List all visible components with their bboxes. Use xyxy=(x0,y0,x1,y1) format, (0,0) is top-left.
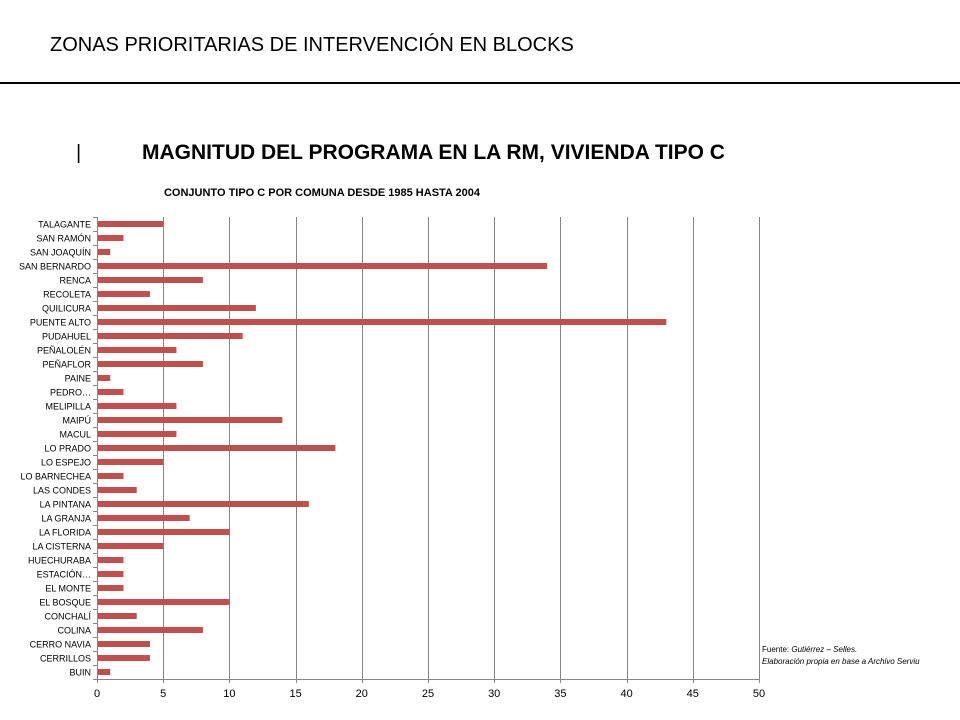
category-label: LA CISTERNA xyxy=(32,542,91,552)
x-tick-label: 30 xyxy=(488,688,500,700)
category-label: EL BOSQUE xyxy=(39,598,91,608)
chart-title: CONJUNTO TIPO C POR COMUNA DESDE 1985 HA… xyxy=(164,187,481,199)
bar xyxy=(97,613,137,619)
bar xyxy=(97,585,124,591)
bar xyxy=(97,235,124,241)
category-labels: TALAGANTE SAN RAMÓN SAN JOAQUÍN SAN BERNARD… xyxy=(19,220,92,678)
page-title: ZONAS PRIORITARIAS DE INTERVENCIÓN EN BL… xyxy=(50,34,574,56)
category-label: PEÑALOLÉN xyxy=(37,346,91,356)
x-tick-label: 45 xyxy=(687,688,699,700)
bar xyxy=(97,417,283,423)
category-label: HUECHURABA xyxy=(28,556,91,566)
x-tick-label: 15 xyxy=(289,688,301,700)
x-tick-label: 25 xyxy=(422,688,434,700)
category-label: PAINE xyxy=(65,374,91,384)
bar xyxy=(97,277,203,283)
bar xyxy=(97,445,336,451)
category-label: LAS CONDES xyxy=(33,486,91,496)
x-tick-label: 10 xyxy=(223,688,235,700)
category-label: CERRILLOS xyxy=(40,654,91,664)
bar xyxy=(97,221,164,227)
x-tick-label: 20 xyxy=(356,688,368,700)
bar xyxy=(97,515,190,521)
category-label: RECOLETA xyxy=(43,290,91,300)
category-label: QUILICURA xyxy=(42,304,91,314)
category-label: BUIN xyxy=(69,668,91,678)
x-tick-label: 50 xyxy=(753,688,765,700)
bar xyxy=(97,431,177,437)
bar xyxy=(97,641,150,647)
bar xyxy=(97,487,137,493)
bar xyxy=(97,249,111,255)
category-label: LA PINTANA xyxy=(40,500,91,510)
bar xyxy=(97,459,164,465)
category-label: COLINA xyxy=(57,626,91,636)
bar xyxy=(97,333,243,339)
source-note: Fuente: Gutiérrez – Selles. Elaboración … xyxy=(762,644,920,668)
bar xyxy=(97,557,124,563)
category-label: LA FLORIDA xyxy=(39,528,91,538)
source-elaboration: Elaboración propia en base a Archivo Ser… xyxy=(762,657,920,666)
category-label: TALAGANTE xyxy=(38,220,91,230)
bar xyxy=(97,361,203,367)
category-label: LA GRANJA xyxy=(41,514,91,524)
x-tick-label: 5 xyxy=(160,688,166,700)
bar xyxy=(97,571,124,577)
category-label: CERRO NAVIA xyxy=(30,640,91,650)
bar xyxy=(97,263,548,269)
bar xyxy=(97,403,177,409)
category-label: MELIPILLA xyxy=(45,402,91,412)
category-label: PUDAHUEL xyxy=(42,332,91,342)
category-label: MAIPÚ xyxy=(62,416,91,426)
section-marker: | xyxy=(76,142,82,164)
x-tick-label: 40 xyxy=(620,688,632,700)
axes xyxy=(93,217,760,683)
category-label: PEDRO… xyxy=(50,388,91,398)
source-prefix: Fuente: xyxy=(762,645,792,654)
category-label: CONCHALÍ xyxy=(44,612,91,622)
bar xyxy=(97,627,203,633)
category-label: PEÑAFLOR xyxy=(42,360,91,370)
bars xyxy=(97,221,667,675)
category-label: MACUL xyxy=(59,430,91,440)
bar xyxy=(97,389,124,395)
category-label: PUENTE ALTO xyxy=(30,318,91,328)
bar xyxy=(97,473,124,479)
category-label: ESTACIÓN… xyxy=(37,570,91,580)
bar xyxy=(97,669,111,675)
x-tick-labels: 0 5 10 15 20 25 30 35 40 45 50 xyxy=(94,688,765,700)
bar xyxy=(97,375,111,381)
header-divider xyxy=(0,82,960,84)
category-label: RENCA xyxy=(59,276,91,286)
bar xyxy=(97,319,667,325)
category-label: LO PRADO xyxy=(44,444,91,454)
bar xyxy=(97,501,309,507)
category-label: SAN RAMÓN xyxy=(36,234,91,244)
bar xyxy=(97,599,230,605)
source-authors: Gutiérrez – Selles. xyxy=(791,645,858,654)
bar xyxy=(97,655,150,661)
x-tick-label: 0 xyxy=(94,688,100,700)
bar xyxy=(97,529,230,535)
category-label: EL MONTE xyxy=(45,584,91,594)
category-label: LO ESPEJO xyxy=(41,458,91,468)
bar xyxy=(97,347,177,353)
category-label: LO BARNECHEA xyxy=(20,472,91,482)
bar xyxy=(97,291,150,297)
category-label: SAN BERNARDO xyxy=(19,262,91,272)
category-label: SAN JOAQUÍN xyxy=(30,248,91,258)
bar xyxy=(97,305,256,311)
section-title: MAGNITUD DEL PROGRAMA EN LA RM, VIVIENDA… xyxy=(142,141,725,164)
bar xyxy=(97,543,164,549)
x-tick-label: 35 xyxy=(554,688,566,700)
